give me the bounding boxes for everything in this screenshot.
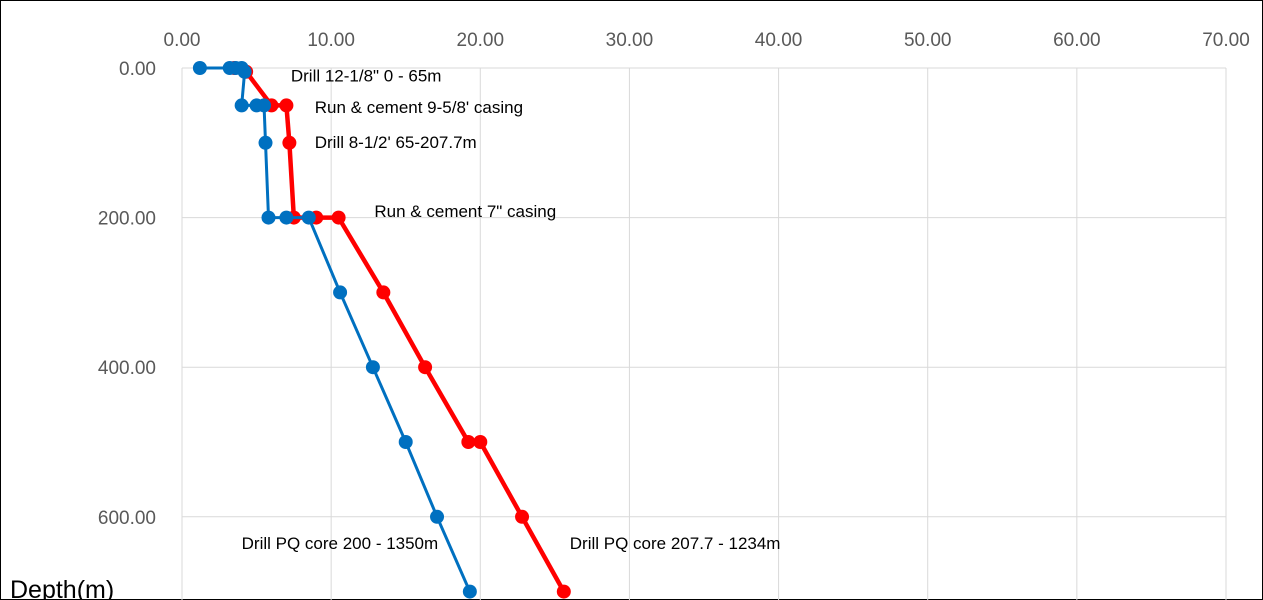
- data-point: [282, 135, 297, 150]
- data-point: [365, 360, 380, 375]
- x-tick-label: 30.00: [606, 30, 654, 51]
- annotation-label: Run & cement 7" casing: [374, 202, 556, 221]
- data-point: [333, 285, 348, 300]
- data-point: [398, 435, 413, 449]
- annotation-label: Drill 12-1/8" 0 - 65m: [291, 66, 442, 85]
- series-0: [227, 61, 571, 599]
- data-point: [376, 285, 391, 300]
- data-point: [331, 210, 346, 225]
- x-tick-label: 60.00: [1053, 30, 1101, 51]
- y-tick-label: 600.00: [98, 508, 156, 529]
- data-point: [418, 360, 433, 375]
- series: [192, 61, 571, 599]
- data-point: [556, 584, 571, 599]
- data-point: [301, 210, 316, 225]
- data-point: [461, 435, 476, 449]
- x-tick-label: 0.00: [164, 30, 201, 51]
- data-point: [279, 210, 294, 225]
- data-point: [462, 584, 477, 599]
- data-point: [258, 135, 273, 150]
- data-point: [237, 64, 252, 79]
- annotation-label: Drill PQ core 200 - 1350m: [242, 534, 439, 553]
- x-tick-label: 50.00: [904, 30, 952, 51]
- data-point: [261, 210, 276, 225]
- y-axis-label: Depth(m): [10, 576, 114, 600]
- y-tick-label: 400.00: [98, 358, 156, 379]
- grid: [181, 67, 1227, 600]
- x-tick-label: 70.00: [1202, 30, 1250, 51]
- data-point: [279, 98, 294, 113]
- y-tick-labels: 0.00 200.00 400.00 600.00: [98, 59, 156, 529]
- annotation-label: Drill PQ core 207.7 - 1234m: [570, 534, 781, 553]
- x-tick-label: 20.00: [457, 30, 505, 51]
- y-tick-label: 200.00: [98, 209, 156, 230]
- data-point: [257, 98, 272, 113]
- data-point: [430, 509, 445, 524]
- x-tick-label: 10.00: [307, 30, 355, 51]
- x-tick-labels: 0.00 10.00 20.00 30.00 40.00 50.00 60.00 70.00: [164, 30, 1250, 51]
- x-tick-label: 40.00: [755, 30, 803, 51]
- y-tick-label: 0.00: [119, 59, 156, 80]
- data-point: [515, 509, 530, 524]
- annotation-label: Run & cement 9-5/8' casing: [315, 98, 523, 117]
- annotation-label: Drill 8-1/2' 65-207.7m: [315, 133, 477, 152]
- data-point: [234, 98, 249, 113]
- annotations: Drill 12-1/8" 0 - 65m Run & cement 9-5/8'…: [242, 66, 781, 553]
- data-point: [473, 435, 488, 449]
- series-1: [192, 61, 477, 599]
- data-point: [192, 61, 207, 75]
